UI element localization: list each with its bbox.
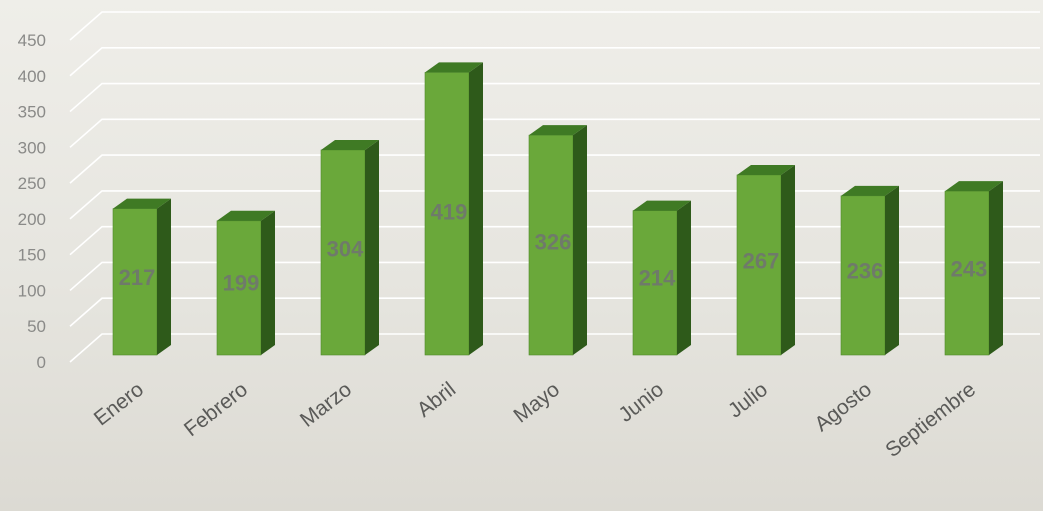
bar-side (469, 62, 483, 355)
y-tick-label: 300 (18, 138, 46, 157)
x-category-label: Julio (724, 378, 772, 423)
y-tick-label: 400 (18, 67, 46, 86)
y-tick-label: 200 (18, 210, 46, 229)
gridline (69, 297, 1040, 327)
bar (216, 220, 262, 356)
bar-top (113, 198, 171, 209)
x-category-label: Febrero (180, 378, 252, 441)
gridline (69, 46, 1040, 77)
gridline (69, 118, 1040, 148)
data-label: 243 (951, 256, 988, 281)
gridline (69, 11, 1040, 41)
bar-side (573, 125, 587, 355)
data-label: 199 (223, 271, 260, 296)
bar (632, 210, 678, 356)
bar-side (365, 139, 379, 355)
data-label: 304 (327, 237, 364, 262)
bar-top (217, 210, 275, 221)
gridline (69, 225, 1040, 256)
bar (944, 190, 990, 356)
bar-side (677, 200, 691, 355)
bar-side (885, 185, 899, 355)
gridlines (69, 11, 1040, 363)
y-tick-label: 250 (18, 174, 46, 193)
y-tick-label: 100 (18, 281, 46, 300)
data-label: 217 (119, 265, 156, 290)
data-label: 214 (639, 266, 676, 291)
gridline (69, 190, 1040, 220)
x-category-label: Mayo (509, 378, 564, 428)
data-label: 236 (847, 259, 884, 284)
bar (424, 72, 470, 356)
x-category-label: Septiembre (881, 378, 980, 462)
bars (112, 62, 1003, 356)
bar-top (945, 181, 1003, 192)
gridline (69, 82, 1040, 113)
gridline (69, 261, 1040, 292)
x-category-label: Abril (413, 378, 460, 422)
gridline (69, 333, 1040, 363)
y-axis-ticks: 0 50 100 150 200 250 300 350 400 450 (18, 31, 46, 372)
bar-top (841, 185, 899, 196)
x-axis-categories: Enero Febrero Marzo Abril Mayo Junio Julio Agos… (90, 378, 980, 462)
data-label: 267 (743, 249, 780, 274)
data-label: 419 (431, 199, 468, 224)
bar-top (737, 164, 795, 175)
y-tick-label: 150 (18, 246, 46, 265)
x-category-label: Junio (614, 378, 668, 427)
bar (736, 174, 782, 356)
y-tick-label: 450 (18, 31, 46, 50)
bar-top (529, 125, 587, 136)
bar-top (321, 139, 379, 150)
bar-top (633, 200, 691, 211)
y-tick-label: 350 (18, 103, 46, 122)
bar (320, 149, 366, 356)
bar-side (989, 181, 1003, 355)
bar (840, 195, 886, 356)
y-tick-label: 50 (27, 317, 46, 336)
data-labels: 217 199 304 419 326 214 267 236 243 (119, 199, 988, 295)
y-tick-label: 0 (37, 353, 46, 372)
bar-side (261, 210, 275, 355)
x-category-label: Marzo (296, 378, 356, 432)
x-category-label: Agosto (810, 378, 876, 436)
data-label: 326 (535, 229, 572, 254)
gridline (69, 154, 1040, 184)
x-category-label: Enero (90, 378, 148, 431)
bar-side (781, 164, 795, 355)
bar-top (425, 62, 483, 73)
bar-side (157, 198, 171, 355)
